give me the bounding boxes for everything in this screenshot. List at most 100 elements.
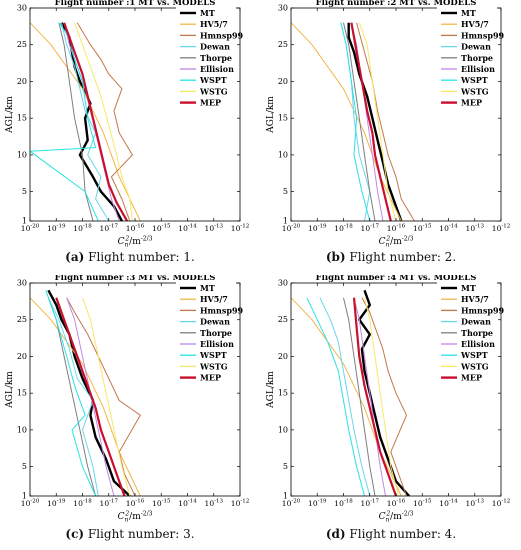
series-line-wstg: [82, 297, 131, 496]
y-tick-label: 15: [17, 389, 27, 398]
series-line-mep: [63, 22, 129, 221]
caption-2: (b) Flight number: 2.: [261, 250, 521, 264]
x-tick-label: 10-14: [178, 224, 197, 234]
chart-svg-3: Flight number :3 MT vs. MODELS 10-20 10-19…: [5, 275, 249, 524]
chart-title: Flight number :2 MT vs. MODELS: [316, 0, 477, 8]
x-tick-label: 10-17: [100, 499, 119, 509]
x-tick-label: 10-17: [361, 224, 380, 234]
legend-label: MEP: [461, 373, 482, 383]
legend-label: MT: [461, 8, 476, 18]
x-tick-label: 10-17: [100, 224, 119, 234]
y-tick-label: 25: [17, 315, 27, 324]
caption-text-4: Flight number: 4.: [349, 527, 457, 541]
series-line-hmnsp99: [76, 22, 133, 221]
x-tick-label: 10-15: [152, 499, 171, 509]
x-tick-label: 10-19: [308, 224, 327, 234]
legend-label: WSPT: [199, 350, 227, 360]
y-tick-label: 1: [22, 492, 27, 501]
legend-label: Dewan: [461, 42, 491, 52]
y-tick-label: 15: [278, 114, 288, 123]
legend-label: HV5/7: [461, 19, 489, 29]
series-line-dewan: [340, 22, 371, 221]
series-line-mep: [352, 297, 398, 496]
y-axis-label: AGL/km: [266, 96, 276, 134]
x-tick-label: 10-14: [178, 499, 197, 509]
x-tick-label: 10-12: [492, 499, 510, 509]
legend-label: Thorpe: [461, 328, 493, 338]
chart-panel-4: Flight number :4 MT vs. MODELS 10-20 10-19…: [261, 275, 521, 550]
x-tick-label: 10-18: [73, 499, 92, 509]
x-axis-label: Cn2/m-2/3: [379, 511, 414, 524]
y-tick-label: 25: [278, 315, 288, 324]
legend-label: Dewan: [200, 42, 230, 52]
caption-text-1: Flight number: 1.: [88, 250, 195, 264]
y-tick-label: 10: [17, 150, 27, 159]
legend-label: Hmnsp99: [200, 305, 244, 315]
legend-label: WSTG: [199, 361, 228, 371]
series-line-mep: [55, 297, 126, 496]
caption-4: (d) Flight number: 4.: [261, 527, 521, 541]
series-line-hv5-7: [30, 297, 141, 496]
y-tick-label: 5: [283, 187, 288, 196]
x-tick-label: 10-14: [439, 224, 458, 234]
x-tick-label: 10-16: [126, 499, 145, 509]
series-group: [30, 289, 141, 496]
chart-svg-1: Flight number :1 MT vs. MODELS 10-20 10-19…: [5, 0, 249, 249]
series-line-dewan: [319, 297, 371, 496]
y-tick-label: 30: [278, 279, 288, 288]
legend-label: Hmnsp99: [461, 30, 505, 40]
y-tick-label: 30: [17, 279, 27, 288]
series-line-thorpe: [58, 22, 94, 221]
y-tick-label: 5: [22, 462, 27, 471]
legend-label: MT: [200, 283, 215, 293]
series-line-ellision: [350, 22, 384, 221]
y-tick-label: 5: [22, 187, 27, 196]
x-tick-label: 10-15: [152, 224, 171, 234]
chart-title: Flight number :4 MT vs. MODELS: [316, 275, 477, 283]
legend-label: HV5/7: [461, 294, 489, 304]
x-tick-label: 10-15: [413, 499, 432, 509]
x-tick-label: 10-12: [231, 224, 249, 234]
legend-label: Ellision: [461, 339, 495, 349]
legend-label: MEP: [200, 98, 221, 108]
y-axis-label: AGL/km: [5, 96, 15, 134]
series-line-mt: [358, 289, 410, 496]
series-line-mt: [47, 289, 131, 496]
legend-label: HV5/7: [200, 19, 228, 29]
y-tick-label: 20: [17, 352, 27, 361]
caption-1: (a) Flight number: 1.: [0, 250, 260, 264]
y-tick-label: 1: [22, 217, 27, 226]
series-line-wspt: [45, 290, 97, 496]
series-group: [30, 22, 141, 221]
x-tick-label: 10-13: [205, 499, 224, 509]
series-line-hmnsp99: [361, 297, 407, 496]
series-line-wstg: [364, 297, 400, 496]
x-tick-label: 10-13: [466, 499, 485, 509]
series-line-wspt: [306, 297, 365, 496]
chart-panel-1: Flight number :1 MT vs. MODELS 10-20 10-19…: [0, 0, 260, 275]
series-line-hmnsp99: [356, 22, 415, 221]
chart-panel-3: Flight number :3 MT vs. MODELS 10-20 10-19…: [0, 275, 260, 550]
y-tick-label: 15: [278, 389, 288, 398]
legend-label: Ellision: [200, 64, 234, 74]
y-axis-label: AGL/km: [5, 371, 15, 409]
chart-title: Flight number :3 MT vs. MODELS: [55, 275, 216, 283]
legend-label: Hmnsp99: [461, 305, 505, 315]
x-tick-label: 10-20: [21, 224, 40, 234]
x-axis-label: Cn2/m-2/3: [118, 511, 153, 524]
x-tick-label: 10-15: [413, 224, 432, 234]
legend-label: WSPT: [460, 350, 488, 360]
series-line-thorpe: [343, 297, 376, 496]
chart-svg-4: Flight number :4 MT vs. MODELS 10-20 10-19…: [266, 275, 510, 524]
legend-label: Thorpe: [200, 53, 232, 63]
series-line-dewan: [47, 297, 99, 496]
chart-svg-2: Flight number :2 MT vs. MODELS 10-20 10-19…: [266, 0, 510, 249]
y-tick-label: 25: [17, 40, 27, 49]
chart-panel-2: Flight number :2 MT vs. MODELS 10-20 10-19…: [261, 0, 521, 275]
x-tick-label: 10-19: [47, 499, 66, 509]
series-line-wstg: [358, 22, 397, 221]
x-tick-label: 10-20: [21, 499, 40, 509]
series-line-thorpe: [343, 22, 376, 221]
caption-tag-2: (b): [325, 250, 346, 264]
